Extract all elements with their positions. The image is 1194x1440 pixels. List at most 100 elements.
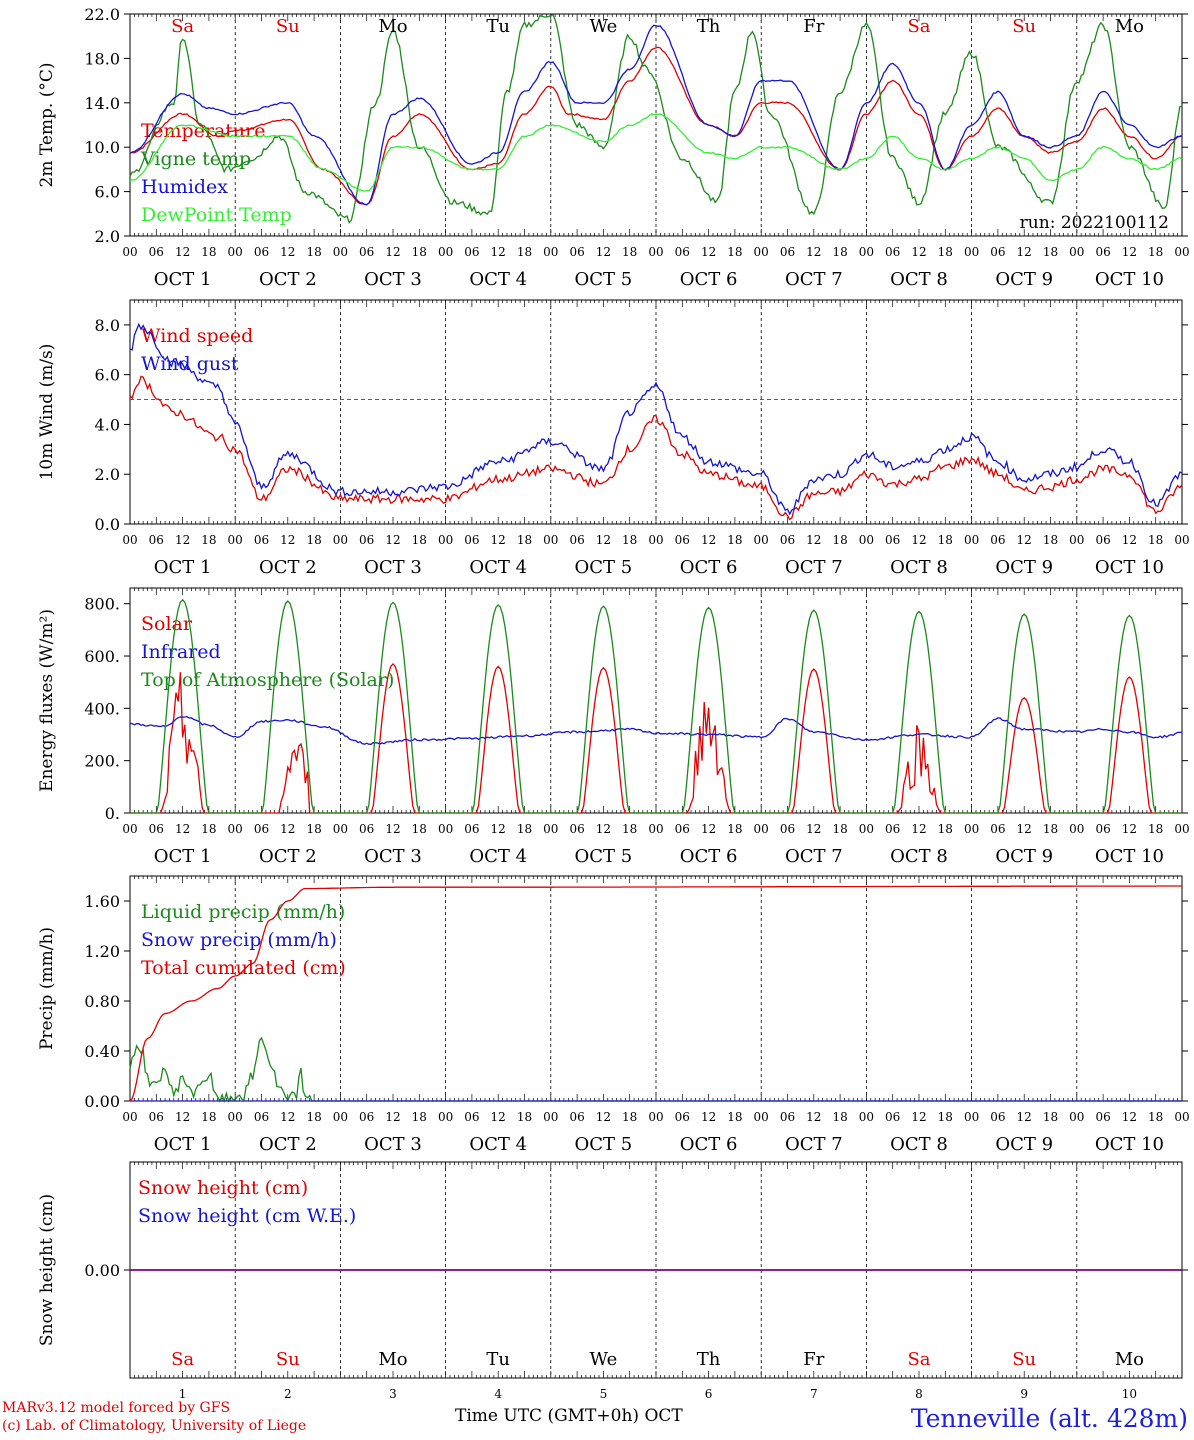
hour-tick-label: 06 (675, 533, 690, 547)
hour-tick-label: 12 (280, 1110, 295, 1124)
hour-tick-label: 00 (333, 1110, 348, 1124)
hour-tick-label: 06 (569, 533, 584, 547)
hour-tick-label: 12 (596, 245, 611, 259)
series-line-blue (129, 24, 1183, 206)
hour-tick-label: 18 (517, 822, 532, 836)
weekday-label: Fr (803, 1349, 824, 1370)
hour-tick-label: 06 (780, 1110, 795, 1124)
date-label: OCT 2 (259, 1134, 317, 1155)
hour-tick-label: 12 (1017, 245, 1032, 259)
weekday-label: Th (697, 16, 721, 37)
date-label: OCT 2 (259, 557, 317, 578)
hour-tick-label: 12 (1122, 1110, 1137, 1124)
y-tick-label: 400. (84, 699, 120, 718)
hour-tick-label: 00 (648, 245, 663, 259)
hour-tick-label: 00 (1174, 1110, 1189, 1124)
weekday-label: Tu (486, 16, 510, 37)
hour-tick-label: 00 (859, 533, 874, 547)
date-label: OCT 7 (785, 846, 843, 867)
hour-tick-label: 06 (464, 533, 479, 547)
hour-tick-label: 18 (622, 533, 637, 547)
hour-tick-label: 12 (1017, 822, 1032, 836)
hour-tick-label: 00 (964, 245, 979, 259)
legend-entry: DewPoint Temp (141, 204, 292, 226)
date-label: OCT 5 (575, 269, 633, 290)
date-label: OCT 8 (890, 557, 948, 578)
hour-tick-label: 18 (938, 822, 953, 836)
hour-tick-label: 18 (517, 1110, 532, 1124)
hour-tick-label: 06 (675, 1110, 690, 1124)
hour-tick-label: 00 (228, 245, 243, 259)
hour-tick-label: 18 (517, 245, 532, 259)
panel-1: 2.0 6.0 10.0 14.0 18.0 22.0 2m Temp. (°C) 00 06 1… (37, 5, 1190, 290)
hour-tick-label: 00 (122, 245, 137, 259)
y-axis-label: 10m Wind (m/s) (37, 344, 57, 481)
y-tick-label: 8.0 (95, 316, 120, 335)
hour-tick-label: 06 (149, 533, 164, 547)
day-number-label: 1 (179, 1387, 187, 1401)
hour-tick-label: 00 (333, 822, 348, 836)
day-number-label: 10 (1122, 1387, 1137, 1401)
panel-5: 0.00 Snow height (cm) Snow height (cm) Snow… (37, 1161, 1188, 1401)
weekday-label: Sa (171, 1349, 194, 1370)
weekday-label: Sa (907, 1349, 930, 1370)
hour-tick-label: 18 (1043, 822, 1058, 836)
hour-tick-label: 18 (938, 533, 953, 547)
legend-entry: Top of Atmosphere (Solar) (141, 669, 394, 691)
hour-tick-label: 00 (122, 533, 137, 547)
y-tick-label: 0. (105, 804, 120, 823)
hour-tick-label: 18 (306, 533, 321, 547)
date-label: OCT 1 (154, 1134, 212, 1155)
series-line-red (129, 375, 1183, 521)
y-tick-label: 800. (84, 595, 120, 614)
legend-entry: Solar (141, 613, 193, 635)
y-tick-label: 600. (84, 647, 120, 666)
hour-tick-label: 06 (780, 245, 795, 259)
station-name: Tenneville (alt. 428m) (910, 1404, 1188, 1433)
hour-tick-label: 06 (885, 245, 900, 259)
model-credits: MARv3.12 model forced by GFS (c) Lab. of… (2, 1399, 306, 1435)
series-line-green (129, 14, 1183, 224)
hour-tick-label: 06 (885, 1110, 900, 1124)
weekday-label: Fr (803, 16, 824, 37)
hour-tick-label: 18 (306, 822, 321, 836)
hour-tick-label: 00 (543, 822, 558, 836)
hour-tick-label: 06 (464, 245, 479, 259)
date-label: OCT 7 (785, 1134, 843, 1155)
hour-tick-label: 00 (122, 1110, 137, 1124)
date-label: OCT 6 (680, 846, 738, 867)
hour-tick-label: 00 (543, 533, 558, 547)
run-label: run: 2022100112 (1020, 213, 1169, 233)
hour-tick-label: 18 (306, 1110, 321, 1124)
hour-tick-label: 12 (385, 1110, 400, 1124)
hour-tick-label: 06 (569, 245, 584, 259)
hour-tick-label: 18 (832, 245, 847, 259)
hour-tick-label: 18 (622, 1110, 637, 1124)
hour-tick-label: 00 (859, 245, 874, 259)
hour-tick-label: 00 (543, 245, 558, 259)
date-label: OCT 3 (364, 557, 422, 578)
date-label: OCT 10 (1095, 846, 1164, 867)
date-label: OCT 5 (575, 1134, 633, 1155)
hour-tick-label: 06 (1095, 1110, 1110, 1124)
hour-tick-label: 06 (885, 533, 900, 547)
hour-tick-label: 06 (569, 1110, 584, 1124)
hour-tick-label: 18 (727, 533, 742, 547)
hour-tick-label: 00 (648, 533, 663, 547)
hour-tick-label: 12 (701, 822, 716, 836)
hour-tick-label: 12 (1122, 245, 1137, 259)
day-number-label: 4 (494, 1387, 502, 1401)
hour-tick-label: 06 (149, 1110, 164, 1124)
weekday-label: Mo (378, 1349, 407, 1370)
hour-tick-label: 00 (228, 533, 243, 547)
hour-tick-label: 12 (280, 245, 295, 259)
hour-tick-label: 00 (438, 245, 453, 259)
hour-tick-label: 00 (438, 1110, 453, 1124)
date-label: OCT 5 (575, 846, 633, 867)
hour-tick-label: 06 (780, 822, 795, 836)
hour-tick-label: 12 (701, 1110, 716, 1124)
hour-tick-label: 00 (228, 822, 243, 836)
hour-tick-label: 18 (938, 245, 953, 259)
credit-line-lab: (c) Lab. of Climatology, University of L… (2, 1418, 307, 1434)
y-tick-label: 0.00 (84, 1092, 120, 1111)
